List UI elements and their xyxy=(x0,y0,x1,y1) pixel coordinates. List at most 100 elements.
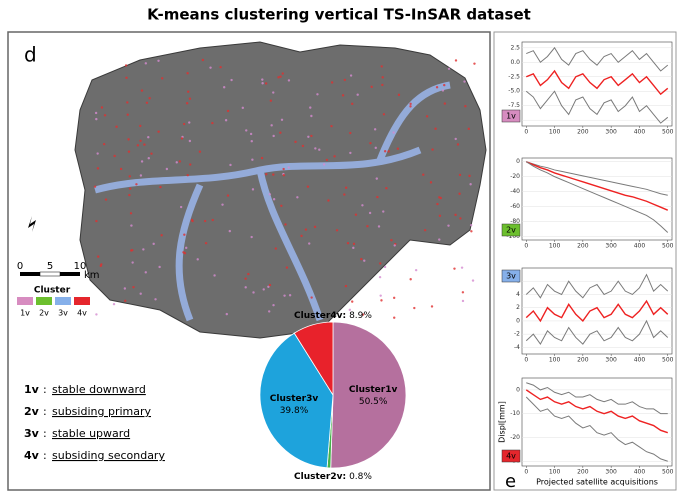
map-point xyxy=(374,128,376,130)
map-point xyxy=(284,223,286,225)
map-point xyxy=(179,160,181,162)
map-point xyxy=(95,313,97,315)
map-point xyxy=(440,197,442,199)
map-point xyxy=(424,229,426,231)
map-point xyxy=(351,300,353,302)
chart-badge-label: 3v xyxy=(506,272,516,281)
map-point xyxy=(157,60,159,62)
map-point xyxy=(181,137,183,139)
map-point xyxy=(261,82,263,84)
map-point xyxy=(273,198,275,200)
map-point xyxy=(227,194,229,196)
map-point xyxy=(350,74,352,76)
map-point xyxy=(272,91,274,93)
map-point xyxy=(183,234,185,236)
map-point xyxy=(307,136,309,138)
map-point xyxy=(129,187,131,189)
x-tick-label: 100 xyxy=(549,129,561,136)
map-point xyxy=(288,79,290,81)
map-point xyxy=(269,193,271,195)
map-point xyxy=(148,157,150,159)
map-point xyxy=(289,294,291,296)
map-point xyxy=(455,138,457,140)
scale-label: 5 xyxy=(47,261,53,272)
map-point xyxy=(443,84,445,86)
map-point xyxy=(242,107,244,109)
map-point xyxy=(369,212,371,214)
map-point xyxy=(143,143,145,145)
map-point xyxy=(219,66,221,68)
map-point xyxy=(381,65,383,67)
legend-label: 2v xyxy=(39,309,49,318)
x-tick-label: 0 xyxy=(524,469,528,476)
map-point xyxy=(455,59,457,61)
map-point xyxy=(342,94,344,96)
y-tick-label: 2 xyxy=(516,304,520,311)
map-point xyxy=(158,266,160,268)
map-point xyxy=(393,244,395,246)
map-point xyxy=(223,86,225,88)
scale-label: 0 xyxy=(17,261,23,272)
legend-swatch xyxy=(36,297,52,305)
definition-key: 4v xyxy=(24,449,40,462)
map-point xyxy=(302,145,304,147)
map-point xyxy=(209,66,211,68)
map-point xyxy=(459,217,461,219)
map-point xyxy=(376,196,378,198)
x-tick-label: 300 xyxy=(605,469,617,476)
map-point xyxy=(139,125,141,127)
definition-separator: : xyxy=(43,405,47,418)
figure-title: K-means clustering vertical TS-InSAR dat… xyxy=(147,6,531,24)
map-point xyxy=(125,77,127,79)
map-point xyxy=(205,242,207,244)
map-point xyxy=(211,122,213,124)
map-point xyxy=(154,298,156,300)
map-point xyxy=(379,262,381,264)
map-point xyxy=(157,130,159,132)
map-point xyxy=(436,203,438,205)
map-point xyxy=(360,258,362,260)
x-tick-label: 200 xyxy=(577,357,589,364)
map-point xyxy=(272,173,274,175)
map-point xyxy=(378,225,380,227)
north-arrow xyxy=(28,216,36,232)
map-point xyxy=(296,196,298,198)
map-point xyxy=(188,121,190,123)
map-point xyxy=(463,80,465,82)
map-point xyxy=(464,105,466,107)
map-point xyxy=(361,204,363,206)
map-point xyxy=(229,164,231,166)
map-point xyxy=(336,229,338,231)
map-point xyxy=(392,131,394,133)
map-point xyxy=(245,129,247,131)
map-point xyxy=(442,89,444,91)
definition-separator: : xyxy=(43,427,47,440)
map-point xyxy=(140,293,142,295)
map-point xyxy=(185,247,187,249)
map-point xyxy=(146,102,148,104)
map-point xyxy=(356,94,358,96)
map-point xyxy=(426,115,428,117)
map-point xyxy=(142,248,144,250)
map-point xyxy=(379,276,381,278)
map-point xyxy=(105,198,107,200)
map-point xyxy=(470,224,472,226)
definition-separator: : xyxy=(43,383,47,396)
map-point xyxy=(244,277,246,279)
x-tick-label: 300 xyxy=(605,243,617,250)
map-point xyxy=(326,159,328,161)
map-point xyxy=(227,110,229,112)
x-tick-label: 200 xyxy=(577,469,589,476)
map-point xyxy=(393,297,395,299)
x-tick-label: 0 xyxy=(524,129,528,136)
map-point xyxy=(226,313,228,315)
map-point xyxy=(145,271,147,273)
figure: K-means clustering vertical TS-InSAR dat… xyxy=(0,0,678,492)
map-point xyxy=(197,258,199,260)
map-point xyxy=(436,86,438,88)
definition-text: subsiding primary xyxy=(52,405,152,418)
map-point xyxy=(189,97,191,99)
plot-frame xyxy=(522,42,672,126)
pie-label: Cluster1v xyxy=(349,385,398,395)
map-point xyxy=(139,140,141,142)
